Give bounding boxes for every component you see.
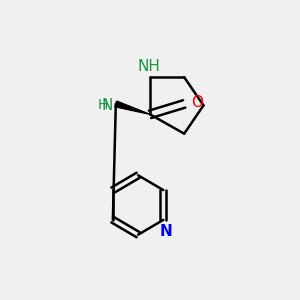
Text: H: H bbox=[98, 98, 108, 112]
Text: O: O bbox=[192, 95, 204, 110]
Polygon shape bbox=[115, 101, 150, 114]
Text: N: N bbox=[101, 98, 113, 113]
Text: NH: NH bbox=[137, 58, 160, 74]
Text: N: N bbox=[160, 224, 173, 239]
